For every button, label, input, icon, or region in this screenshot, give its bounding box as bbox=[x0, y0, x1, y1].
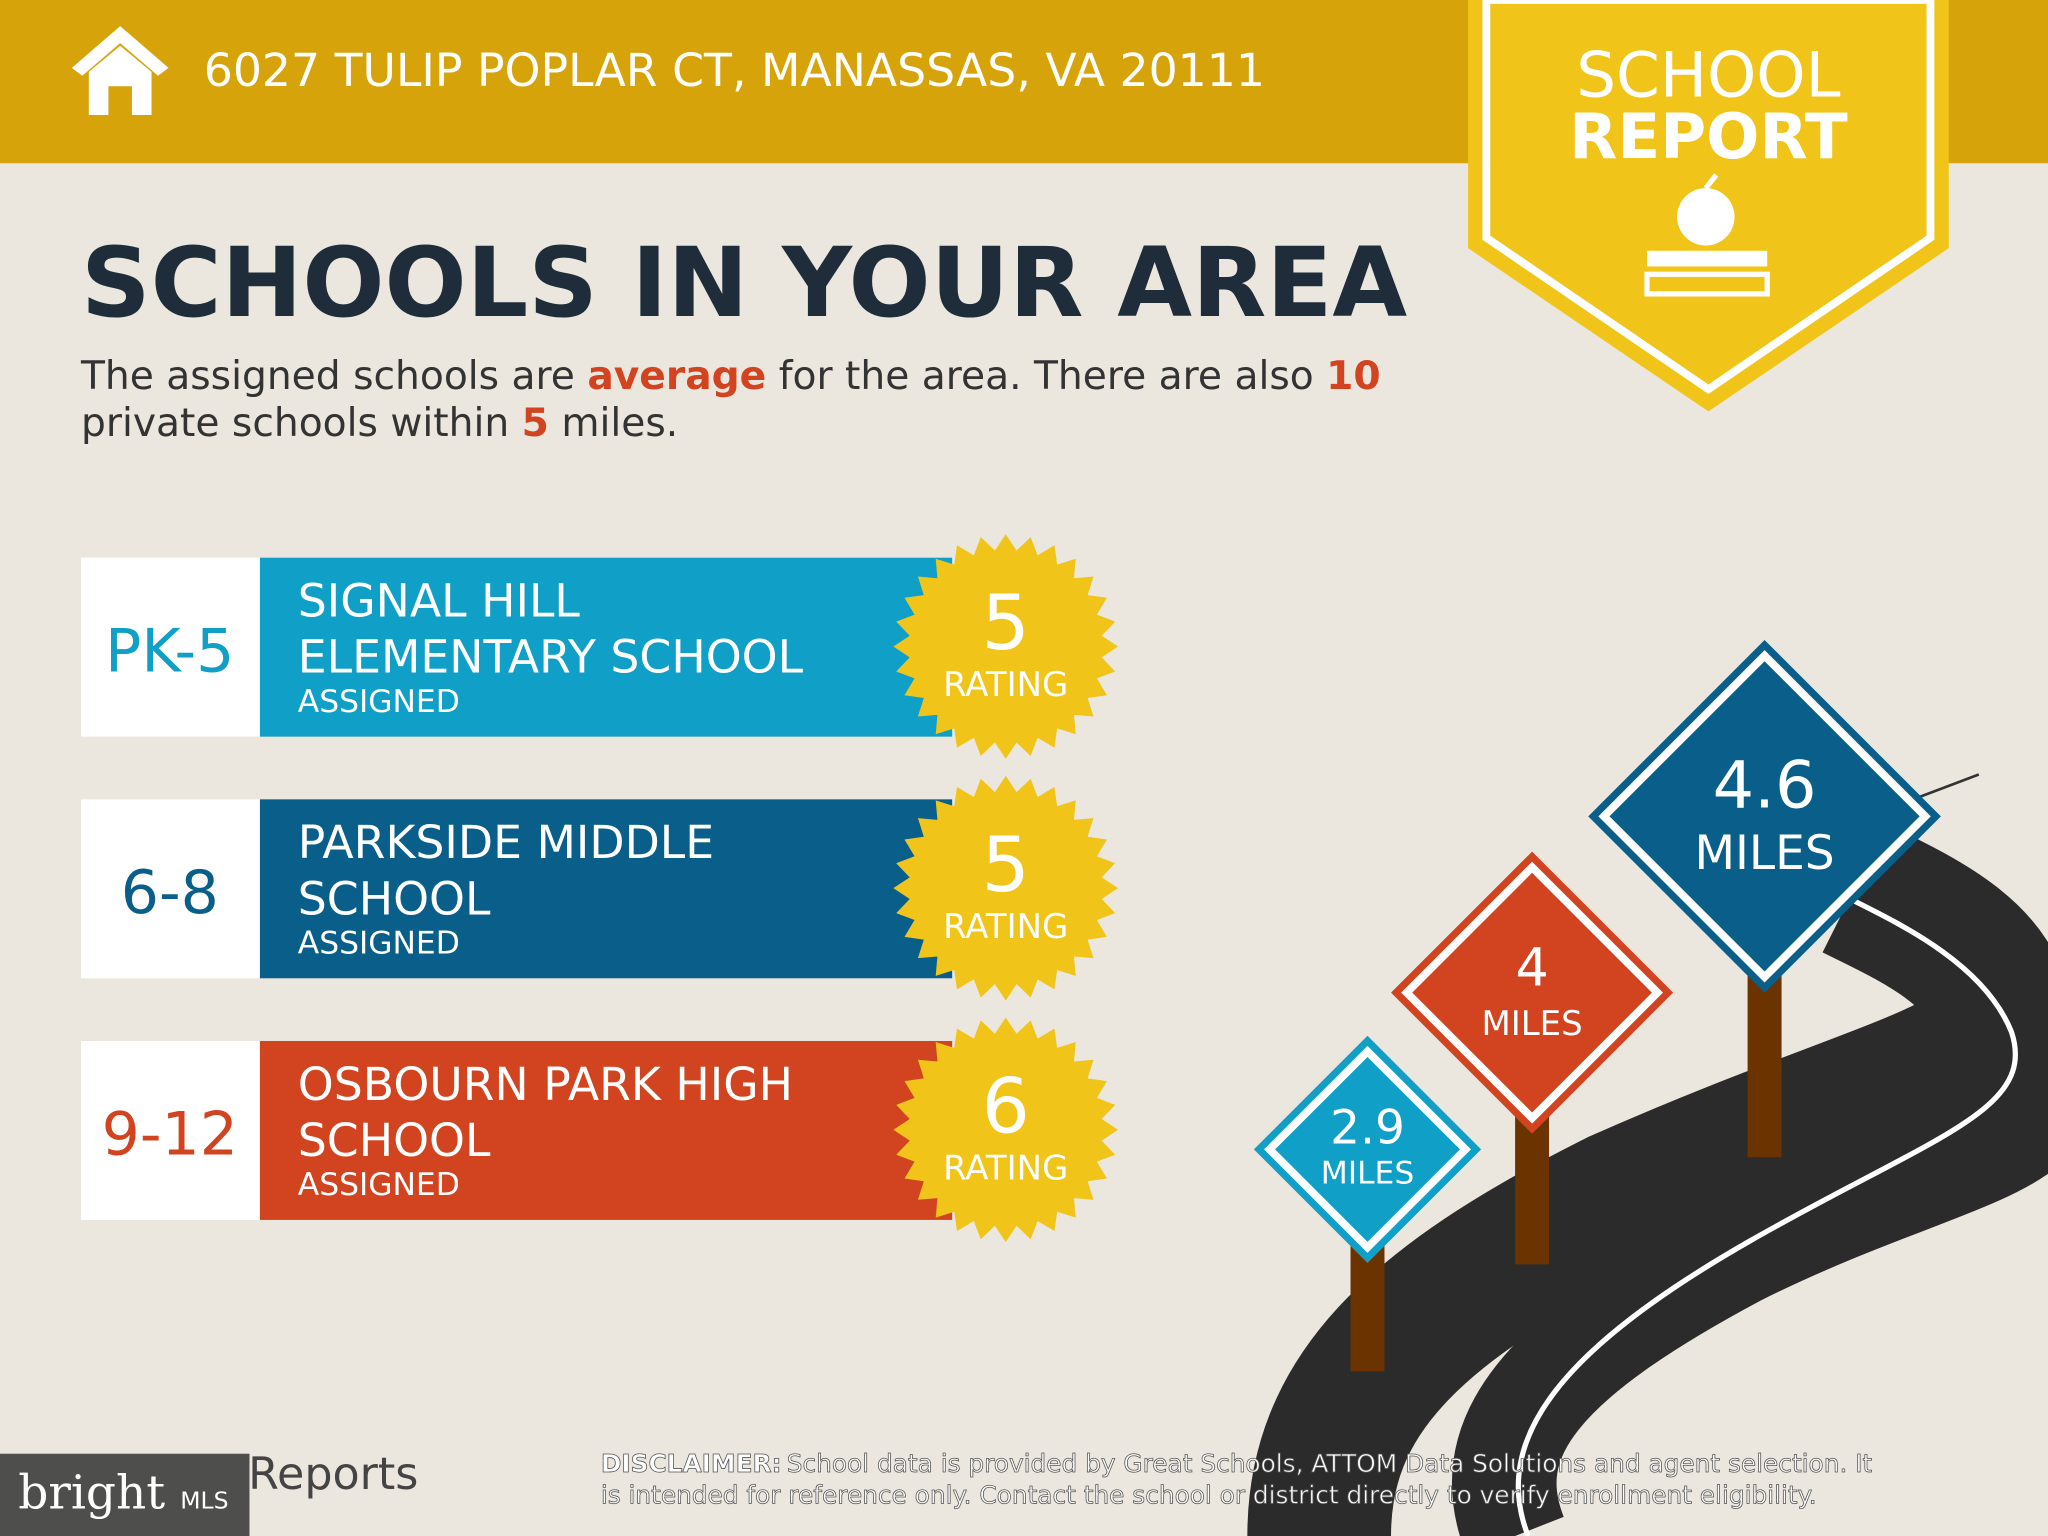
school-name: PARKSIDE MIDDLE bbox=[298, 816, 714, 869]
watermark-brand: bright bbox=[18, 1466, 165, 1521]
home-icon bbox=[71, 26, 169, 115]
school-name: SIGNAL HILL bbox=[298, 574, 581, 627]
rating-value: 6 bbox=[982, 1062, 1030, 1150]
intro-text: miles. bbox=[549, 401, 678, 446]
road bbox=[1247, 773, 2048, 1536]
intro-text: The assigned schools are bbox=[80, 354, 587, 399]
sign-face bbox=[1391, 851, 1674, 1134]
logo: Reports bbox=[248, 1449, 418, 1500]
intro-highlight: 5 bbox=[522, 401, 549, 446]
sign-border bbox=[1264, 1045, 1472, 1253]
rating-seal bbox=[893, 775, 1119, 1001]
intro-highlight: average bbox=[587, 354, 766, 399]
disclaimer-line1: DISCLAIMER: School data is provided by Gr… bbox=[601, 1449, 1873, 1478]
title: SCHOOLS IN YOUR AREA bbox=[81, 226, 1407, 339]
distance-unit: MILES bbox=[1694, 826, 1834, 881]
distance-unit: MILES bbox=[1481, 1004, 1582, 1044]
distance-value: 2.9 bbox=[1330, 1101, 1405, 1156]
intro-line: The assigned schools are average for the… bbox=[80, 354, 1381, 399]
rating-value: 5 bbox=[982, 821, 1030, 909]
sign-face bbox=[1588, 640, 1941, 993]
grade-box bbox=[80, 557, 260, 737]
address: 6027 TULIP POPLAR CT, MANASSAS, VA 20111 bbox=[204, 44, 1265, 97]
rating-value: 5 bbox=[982, 579, 1030, 667]
rating-seal bbox=[893, 534, 1119, 759]
sign-border bbox=[1401, 861, 1664, 1124]
grades: PK-5 bbox=[105, 616, 234, 686]
school-name: SCHOOL bbox=[298, 1114, 491, 1167]
intro-text: private schools within bbox=[81, 401, 522, 446]
intro-highlight: 10 bbox=[1326, 354, 1381, 399]
school-name: ELEMENTARY SCHOOL bbox=[298, 631, 804, 684]
intro: The assigned schools are average for the… bbox=[80, 354, 1381, 446]
sign-border bbox=[1598, 650, 1931, 983]
intro-text: for the area. There are also bbox=[766, 354, 1326, 399]
disclaimer-label: DISCLAIMER: bbox=[601, 1449, 782, 1478]
rating-label: RATING bbox=[943, 907, 1068, 947]
intro-line: private schools within 5 miles. bbox=[81, 401, 678, 446]
school-status: ASSIGNED bbox=[298, 925, 460, 961]
rating-seal bbox=[893, 1017, 1119, 1243]
sign-face bbox=[1253, 1035, 1482, 1264]
school-bar bbox=[259, 557, 953, 737]
rating-label: RATING bbox=[943, 665, 1068, 705]
badge-line1: SCHOOL bbox=[1576, 39, 1840, 112]
school-bar bbox=[259, 1040, 953, 1220]
grades: 6-8 bbox=[121, 858, 219, 928]
grade-box bbox=[80, 1040, 260, 1220]
school-status: ASSIGNED bbox=[298, 1167, 460, 1203]
footer: Reports bright MLS DISCLAIMER: School dat… bbox=[0, 1449, 1873, 1536]
watermark-mls: MLS bbox=[180, 1487, 228, 1515]
grades: 9-12 bbox=[102, 1100, 238, 1170]
school-name: OSBOURN PARK HIGH bbox=[298, 1058, 793, 1111]
distance-value: 4 bbox=[1515, 939, 1548, 999]
school-name: SCHOOL bbox=[298, 872, 491, 925]
disclaimer-line2: is intended for reference only. Contact … bbox=[601, 1480, 1817, 1509]
disclaimer-text: School data is provided by Great Schools… bbox=[787, 1449, 1873, 1478]
watermark-box bbox=[0, 1453, 250, 1536]
rating-label: RATING bbox=[943, 1148, 1068, 1188]
school-status: ASSIGNED bbox=[298, 684, 460, 720]
badge: SCHOOL REPORT bbox=[1468, 0, 1949, 412]
distance-sign: 4 MILES bbox=[1391, 851, 1674, 1265]
badge-line2: REPORT bbox=[1569, 100, 1848, 173]
distance-unit: MILES bbox=[1321, 1155, 1414, 1191]
school-bar bbox=[259, 799, 953, 979]
distance-value: 4.6 bbox=[1713, 748, 1817, 824]
grade-box bbox=[80, 799, 260, 979]
